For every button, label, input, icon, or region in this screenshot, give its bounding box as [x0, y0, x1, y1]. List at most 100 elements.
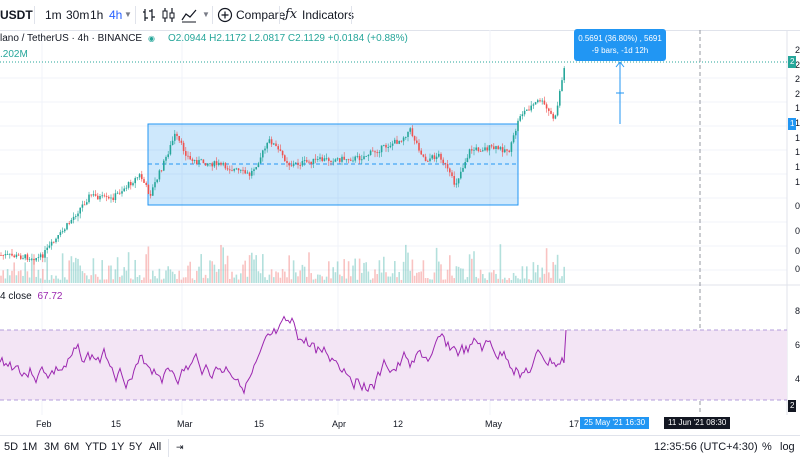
compare-button[interactable]: Compare [236, 8, 286, 22]
volume-bar [321, 276, 323, 283]
candle-body [42, 254, 44, 258]
log-toggle[interactable]: log [780, 441, 795, 453]
volume-bar [167, 266, 169, 283]
volume-bar [149, 279, 152, 283]
bar-chart-style-icon[interactable] [142, 7, 156, 23]
volume-bar [68, 260, 70, 283]
volume-bar [438, 261, 440, 283]
volume-bar [339, 274, 341, 283]
candle-body [453, 176, 455, 185]
volume-bar [191, 278, 194, 283]
volume-bar [336, 261, 339, 283]
volume-bar [13, 262, 15, 283]
time-tick: 15 [254, 419, 265, 429]
candle-body [545, 104, 548, 109]
candle-body [105, 196, 108, 198]
chart-canvas[interactable] [0, 30, 800, 445]
volume-series [0, 244, 565, 283]
volume-bar [242, 264, 244, 283]
volume-bar [79, 265, 81, 283]
volume-bar [396, 277, 398, 283]
chevron-down-icon[interactable]: ▼ [124, 10, 132, 19]
volume-bar [35, 276, 37, 283]
percent-toggle[interactable]: % [762, 441, 772, 453]
candle-body [501, 147, 504, 153]
status-dot-icon: ◉ [148, 34, 155, 43]
area-chart-icon[interactable] [181, 7, 197, 23]
volume-bar [479, 269, 482, 283]
candle-body [6, 253, 9, 255]
range-1m[interactable]: 1M [22, 441, 38, 453]
clock[interactable]: 12:35:56 (UTC+4:30) [654, 441, 758, 453]
volume-bar [431, 279, 433, 283]
time-range-start: 25 May '21 16:30 [580, 417, 650, 429]
volume-bar [279, 277, 282, 283]
volume-bar [451, 275, 453, 283]
volume-bar [501, 279, 504, 283]
candle-body [372, 150, 374, 152]
symbol-search[interactable]: USDT [0, 8, 33, 22]
volume-bar [145, 254, 147, 283]
volume-bar [169, 269, 172, 283]
range-6m[interactable]: 6M [64, 441, 80, 453]
range-3m[interactable]: 3M [44, 441, 60, 453]
range-5d[interactable]: 5D [4, 441, 19, 453]
candle-body [528, 109, 530, 111]
candle-body [385, 144, 387, 148]
candle-body [273, 143, 275, 145]
divider [351, 6, 352, 24]
volume-bar [548, 272, 550, 283]
candle-body [248, 172, 251, 176]
range-1y[interactable]: 1Y [111, 441, 125, 453]
candle-body [132, 183, 134, 186]
candle-body [149, 194, 152, 196]
goto-date-icon[interactable]: ⇥ [176, 442, 184, 452]
candle-body [303, 160, 306, 162]
price-tick: 2 [795, 74, 800, 84]
volume-bar [387, 276, 389, 283]
fx-icon[interactable]: ƒx [285, 7, 298, 22]
range-all[interactable]: All [149, 441, 162, 453]
time-tick: May [485, 419, 503, 429]
volume-bar [77, 258, 79, 283]
volume-bar [297, 276, 299, 283]
candle-body [383, 144, 385, 146]
candle-body [563, 68, 565, 81]
volume-bar [332, 267, 334, 283]
volume-bar [244, 260, 246, 283]
volume-bar [105, 279, 108, 283]
plus-circle-icon[interactable] [217, 7, 233, 23]
volume-bar [6, 269, 9, 283]
candle-body [257, 163, 260, 168]
candle-body [94, 194, 97, 196]
interval-1m[interactable]: 1m [45, 8, 62, 22]
interval-30m[interactable]: 30m [66, 8, 90, 22]
volume-bar [108, 265, 110, 283]
volume-bar [559, 278, 561, 283]
range-ytd[interactable]: YTD [85, 441, 107, 453]
volume-bar [246, 276, 249, 283]
candle-body [499, 147, 502, 150]
volume-bar [449, 255, 451, 283]
candle-body [319, 157, 321, 160]
indicators-button[interactable]: Indicators [302, 8, 355, 22]
candle-body [552, 113, 554, 119]
candle-body [224, 163, 227, 169]
candle-body [72, 216, 75, 220]
interval-4h[interactable]: 4h [109, 8, 123, 22]
volume-bar [83, 273, 86, 283]
volume-bar [262, 254, 264, 283]
candle-body [213, 161, 216, 167]
range-5y[interactable]: 5Y [129, 441, 143, 453]
candle-body [418, 142, 420, 151]
time-tick: Mar [177, 419, 193, 429]
candles-style-icon[interactable] [161, 7, 175, 23]
candlestick-series [0, 66, 565, 265]
candle-body [141, 174, 143, 180]
candle-body [11, 253, 13, 256]
candle-body [44, 250, 46, 258]
candle-body [455, 183, 458, 185]
volume-bar [517, 278, 519, 283]
chevron-down-icon[interactable]: ▼ [202, 10, 210, 19]
interval-1h[interactable]: 1h [90, 8, 104, 22]
